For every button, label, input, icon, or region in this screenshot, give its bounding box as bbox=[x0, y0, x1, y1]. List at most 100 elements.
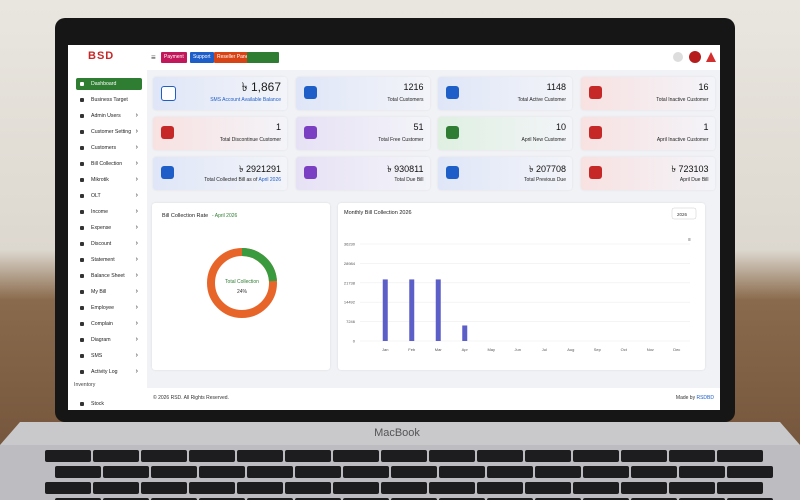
card-value: 16 bbox=[698, 82, 709, 92]
card-icon bbox=[588, 166, 602, 179]
sidebar-item[interactable]: Business Target bbox=[76, 94, 142, 106]
key bbox=[487, 466, 533, 478]
key bbox=[583, 466, 629, 478]
bar bbox=[409, 279, 415, 341]
x-tick-label: Nov bbox=[647, 347, 654, 352]
card-label: Total Previous Due bbox=[524, 177, 566, 183]
sidebar-item[interactable]: My Bill bbox=[76, 286, 142, 298]
x-tick-label: Jan bbox=[382, 347, 388, 352]
sidebar-item[interactable]: Expense bbox=[76, 222, 142, 234]
x-tick-label: Dec bbox=[673, 347, 680, 352]
card-value: 1 bbox=[275, 122, 281, 132]
sidebar-item[interactable]: Income bbox=[76, 206, 142, 218]
sidebar-item[interactable]: Customers bbox=[76, 142, 142, 154]
card-value: ৳ 723103 bbox=[671, 164, 709, 174]
sidebar-item[interactable]: Customer Setting bbox=[76, 126, 142, 138]
key bbox=[717, 450, 763, 462]
made-by-text: Made by bbox=[675, 395, 696, 401]
sidebar-item[interactable]: Discount bbox=[76, 238, 142, 250]
card-value: 1216 bbox=[403, 82, 424, 92]
y-tick-label: 36230 bbox=[344, 242, 356, 247]
footer: © 2026 RSD. All Rights Reserved. Made by… bbox=[147, 388, 720, 410]
card-value: ৳ 2921291 bbox=[238, 164, 281, 174]
sidebar-item[interactable]: Statement bbox=[76, 254, 142, 266]
key bbox=[141, 482, 187, 494]
x-tick-label: Oct bbox=[621, 347, 628, 352]
card-icon bbox=[446, 166, 459, 179]
laptop-base bbox=[0, 422, 800, 445]
key bbox=[247, 466, 293, 478]
made-by: Made by RSDBD bbox=[676, 395, 714, 401]
card-value: 51 bbox=[413, 122, 424, 132]
card-value: ৳ 207708 bbox=[528, 164, 566, 174]
sidebar-item[interactable]: Employee bbox=[76, 302, 142, 314]
key bbox=[237, 482, 283, 494]
y-tick-label: 0 bbox=[353, 339, 356, 344]
key bbox=[621, 482, 667, 494]
brand-link[interactable]: RSDBD bbox=[696, 395, 714, 401]
y-tick-label: 7246 bbox=[346, 319, 356, 324]
avatar[interactable] bbox=[689, 51, 701, 63]
donut-center-label: Total Collection bbox=[225, 279, 259, 285]
payment-button[interactable]: Payment bbox=[161, 52, 187, 63]
key bbox=[343, 466, 389, 478]
stat-card: 16 Total Inactive Customer bbox=[580, 77, 715, 110]
card-label: Total Collected Bill as of April 2026 bbox=[204, 177, 281, 183]
sidebar-item[interactable]: Stock bbox=[76, 398, 142, 410]
card-icon bbox=[588, 86, 602, 99]
card-value: ৳ 930811 bbox=[387, 164, 424, 174]
status-button[interactable] bbox=[247, 52, 279, 63]
sidebar-item[interactable]: Bill Collection bbox=[76, 158, 142, 170]
screen: BSD ≡ Payment Support Reseller Panel Das… bbox=[68, 45, 720, 410]
key bbox=[141, 450, 187, 462]
chart-title: Monthly Bill Collection 2026 bbox=[344, 210, 412, 216]
x-tick-label: Jun bbox=[515, 347, 521, 352]
key bbox=[333, 450, 379, 462]
card-icon bbox=[446, 86, 459, 99]
x-tick-label: Mar bbox=[435, 347, 443, 352]
key bbox=[151, 466, 197, 478]
key bbox=[285, 482, 331, 494]
key bbox=[429, 482, 475, 494]
key bbox=[679, 466, 725, 478]
card-label: Total Discontinue Customer bbox=[219, 137, 281, 143]
topbar: BSD ≡ Payment Support Reseller Panel bbox=[68, 45, 720, 70]
key bbox=[45, 482, 91, 494]
sidebar-item[interactable]: Admin Users bbox=[76, 110, 142, 122]
sidebar-item[interactable]: Complain bbox=[76, 318, 142, 330]
card-value: 10 bbox=[555, 122, 566, 132]
sidebar-item[interactable]: Mikrotik bbox=[76, 174, 142, 186]
key bbox=[189, 450, 235, 462]
key bbox=[295, 466, 341, 478]
key bbox=[717, 482, 763, 494]
charts: Bill Collection Rate - April 2026 24% Total… bbox=[162, 207, 697, 352]
card-value: 1 bbox=[703, 122, 709, 132]
key bbox=[93, 450, 139, 462]
support-button[interactable]: Support bbox=[190, 52, 214, 63]
laptop-label: MacBook bbox=[374, 427, 420, 439]
sidebar-item[interactable]: SMS bbox=[76, 350, 142, 362]
stat-card: 1216 Total Customers bbox=[295, 77, 430, 110]
x-tick-label: Sep bbox=[594, 347, 602, 352]
key bbox=[45, 450, 91, 462]
sidebar-item[interactable]: Diagram bbox=[76, 334, 142, 346]
x-tick-label: Apr bbox=[462, 347, 469, 352]
key bbox=[535, 466, 581, 478]
card-icon bbox=[588, 126, 602, 139]
chart-title: Bill Collection Rate bbox=[162, 213, 208, 219]
reseller-button[interactable]: Reseller Panel bbox=[214, 52, 253, 63]
stat-card: 1148 Total Active Customer bbox=[438, 77, 572, 110]
sidebar-item[interactable]: Activity Log bbox=[76, 366, 142, 378]
settings-icon[interactable] bbox=[673, 52, 683, 62]
stat-card: 51 Total Free Customer bbox=[295, 117, 430, 150]
sidebar-item[interactable]: Balance Sheet bbox=[76, 270, 142, 282]
card-label: April Due Bill bbox=[679, 177, 709, 183]
sidebar-item[interactable]: Dashboard bbox=[76, 78, 142, 90]
key bbox=[439, 466, 485, 478]
menu-icon[interactable]: ≡ bbox=[151, 53, 156, 62]
key bbox=[237, 450, 283, 462]
y-tick-label: 21738 bbox=[344, 280, 356, 285]
key bbox=[189, 482, 235, 494]
sidebar-item[interactable]: OLT bbox=[76, 190, 142, 202]
